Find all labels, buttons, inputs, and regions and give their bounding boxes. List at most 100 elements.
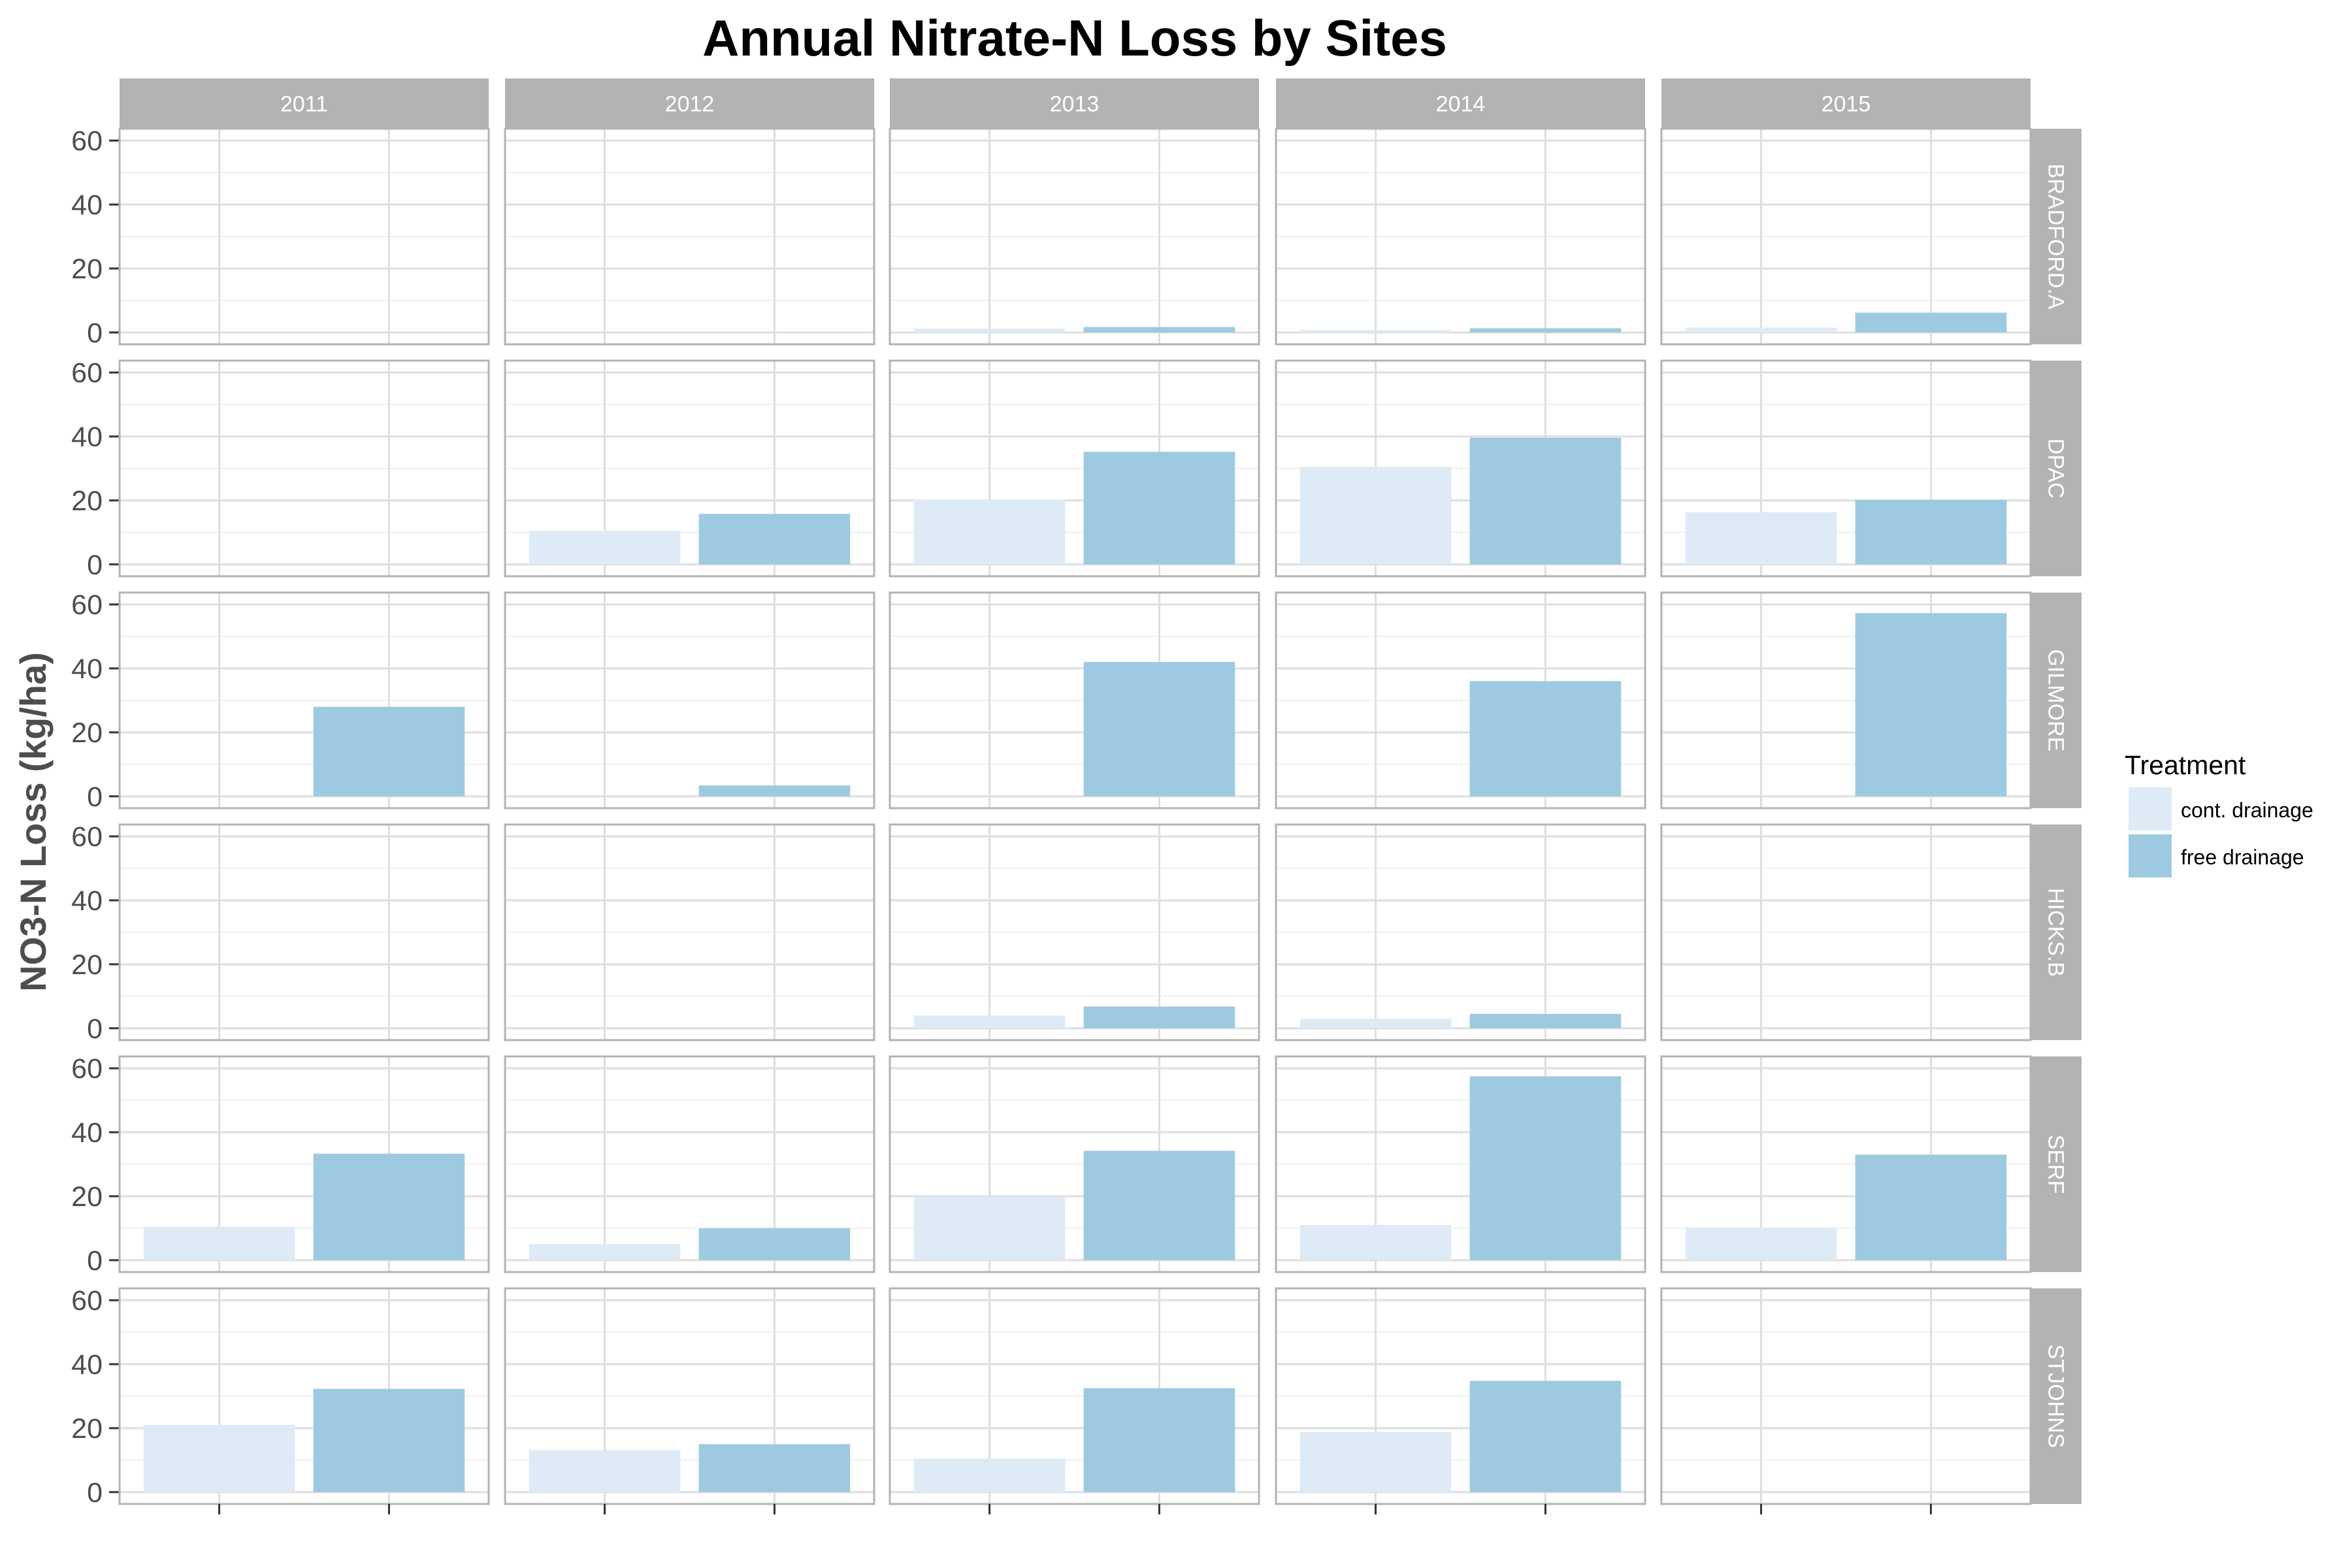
bar-cont-drainage-stjohns-2011 — [143, 1425, 295, 1492]
panel-bradford-a-2013 — [889, 127, 1260, 346]
panel-border — [504, 359, 875, 578]
panel-serf-2011 — [118, 1055, 490, 1273]
y-tick-label: 40 — [71, 653, 103, 685]
column-strip-label-2011: 2011 — [280, 92, 328, 117]
panel-serf-2015 — [1660, 1055, 2032, 1273]
y-tick-label: 0 — [87, 1013, 103, 1045]
bar-free-drainage-serf-2011 — [313, 1153, 465, 1260]
y-tick-label: 60 — [71, 821, 103, 853]
panel-bradford-a-2012 — [504, 127, 875, 346]
panel-dpac-2015 — [1660, 359, 2032, 578]
row-strip-label-stjohns: STJOHNS — [2044, 1345, 2068, 1448]
row-strip-serf — [2031, 1056, 2082, 1272]
bar-cont-drainage-serf-2011 — [143, 1226, 295, 1260]
panel-border — [889, 127, 1260, 346]
bar-cont-drainage-stjohns-2014 — [1299, 1431, 1452, 1492]
row-strip-label-serf: SERF — [2044, 1135, 2068, 1194]
panel-border — [118, 1055, 490, 1273]
panel-border — [504, 1287, 875, 1505]
panel-border — [1660, 1055, 2032, 1273]
bar-free-drainage-stjohns-2013 — [1083, 1388, 1235, 1492]
column-strip-2014 — [1276, 78, 1645, 129]
panel-border — [1275, 127, 1646, 346]
bar-cont-drainage-hicks-b-2014 — [1299, 1019, 1452, 1028]
panel-serf-2013 — [889, 1055, 1260, 1273]
bar-free-drainage-hicks-b-2013 — [1083, 1006, 1235, 1028]
bar-cont-drainage-serf-2014 — [1299, 1225, 1452, 1260]
column-strip-2013 — [890, 78, 1259, 129]
panel-border — [1660, 1287, 2032, 1505]
bar-cont-drainage-bradford-a-2014 — [1299, 329, 1452, 333]
panel-gilmore-2011 — [118, 591, 490, 809]
y-tick-label: 20 — [71, 253, 103, 285]
y-tick-label: 40 — [71, 421, 103, 453]
panel-border — [504, 127, 875, 346]
panel-border — [889, 1055, 1260, 1273]
bar-free-drainage-dpac-2014 — [1469, 438, 1622, 564]
panel-dpac-2013 — [889, 359, 1260, 578]
panel-stjohns-2012 — [504, 1287, 875, 1514]
bar-cont-drainage-serf-2015 — [1685, 1227, 1837, 1260]
panel-border — [1660, 359, 2032, 578]
panel-border — [1275, 591, 1646, 809]
bar-cont-drainage-stjohns-2012 — [529, 1450, 681, 1492]
panel-border — [118, 127, 490, 346]
panel-border — [504, 591, 875, 809]
bar-free-drainage-serf-2012 — [698, 1228, 851, 1260]
y-tick-label: 40 — [71, 1349, 103, 1380]
bar-free-drainage-gilmore-2013 — [1083, 662, 1235, 796]
panel-border — [118, 359, 490, 578]
bar-cont-drainage-dpac-2013 — [913, 499, 1066, 564]
y-axis-label: NO3-N Loss (kg/ha) — [12, 652, 54, 992]
bar-free-drainage-bradford-a-2014 — [1469, 328, 1622, 333]
y-tick-label: 20 — [71, 949, 103, 981]
row-strip-label-dpac: DPAC — [2044, 438, 2068, 498]
bar-free-drainage-gilmore-2014 — [1469, 681, 1622, 796]
y-tick-label: 60 — [71, 589, 103, 621]
y-tick-label: 60 — [71, 125, 103, 157]
panel-border — [1660, 823, 2032, 1041]
y-tick-label: 20 — [71, 1413, 103, 1445]
panel-dpac-2011 — [118, 359, 490, 578]
facet-panels: 2011 2012 2013 2014 2015 BRADFORD.A 0 20 40 60 DPA… — [71, 78, 2082, 1514]
panel-border — [118, 823, 490, 1041]
panel-serf-2014 — [1275, 1055, 1646, 1273]
panel-hicks-b-2012 — [504, 823, 875, 1041]
panel-border — [504, 823, 875, 1041]
panel-border — [1275, 1055, 1646, 1273]
row-strip-hicks-b — [2031, 825, 2082, 1040]
bar-cont-drainage-hicks-b-2013 — [913, 1015, 1066, 1028]
y-tick-label: 60 — [71, 357, 103, 389]
panel-border — [889, 1287, 1260, 1505]
panel-border — [1660, 127, 2032, 346]
panel-stjohns-2015 — [1660, 1287, 2032, 1514]
bar-free-drainage-dpac-2013 — [1083, 451, 1235, 564]
panel-border — [889, 591, 1260, 809]
panel-stjohns-2013 — [889, 1287, 1260, 1514]
panel-bradford-a-2011 — [118, 127, 490, 346]
y-tick-label: 0 — [87, 781, 103, 813]
bar-cont-drainage-dpac-2014 — [1299, 466, 1452, 564]
legend-key-free-drainage — [2129, 834, 2172, 877]
bar-free-drainage-stjohns-2011 — [313, 1388, 465, 1492]
y-tick-label: 40 — [71, 189, 103, 221]
row-strip-bradford-a — [2031, 129, 2082, 344]
y-tick-label: 40 — [71, 885, 103, 917]
panel-stjohns-2014 — [1275, 1287, 1646, 1514]
panel-hicks-b-2013 — [889, 823, 1260, 1041]
panel-bradford-a-2015 — [1660, 127, 2032, 346]
bar-cont-drainage-stjohns-2013 — [913, 1458, 1066, 1492]
panel-gilmore-2013 — [889, 591, 1260, 809]
panel-border — [889, 359, 1260, 578]
row-strip-label-hicks-b: HICKS.B — [2044, 888, 2068, 977]
bar-free-drainage-hicks-b-2014 — [1469, 1013, 1622, 1028]
panel-dpac-2014 — [1275, 359, 1646, 578]
bar-cont-drainage-dpac-2015 — [1685, 512, 1837, 564]
legend-label-free-drainage: free drainage — [2181, 845, 2304, 869]
bar-free-drainage-gilmore-2011 — [313, 706, 465, 796]
panel-border — [504, 1055, 875, 1273]
panel-gilmore-2015 — [1660, 591, 2032, 809]
bar-free-drainage-bradford-a-2015 — [1855, 312, 2007, 333]
y-tick-label: 60 — [71, 1053, 103, 1085]
